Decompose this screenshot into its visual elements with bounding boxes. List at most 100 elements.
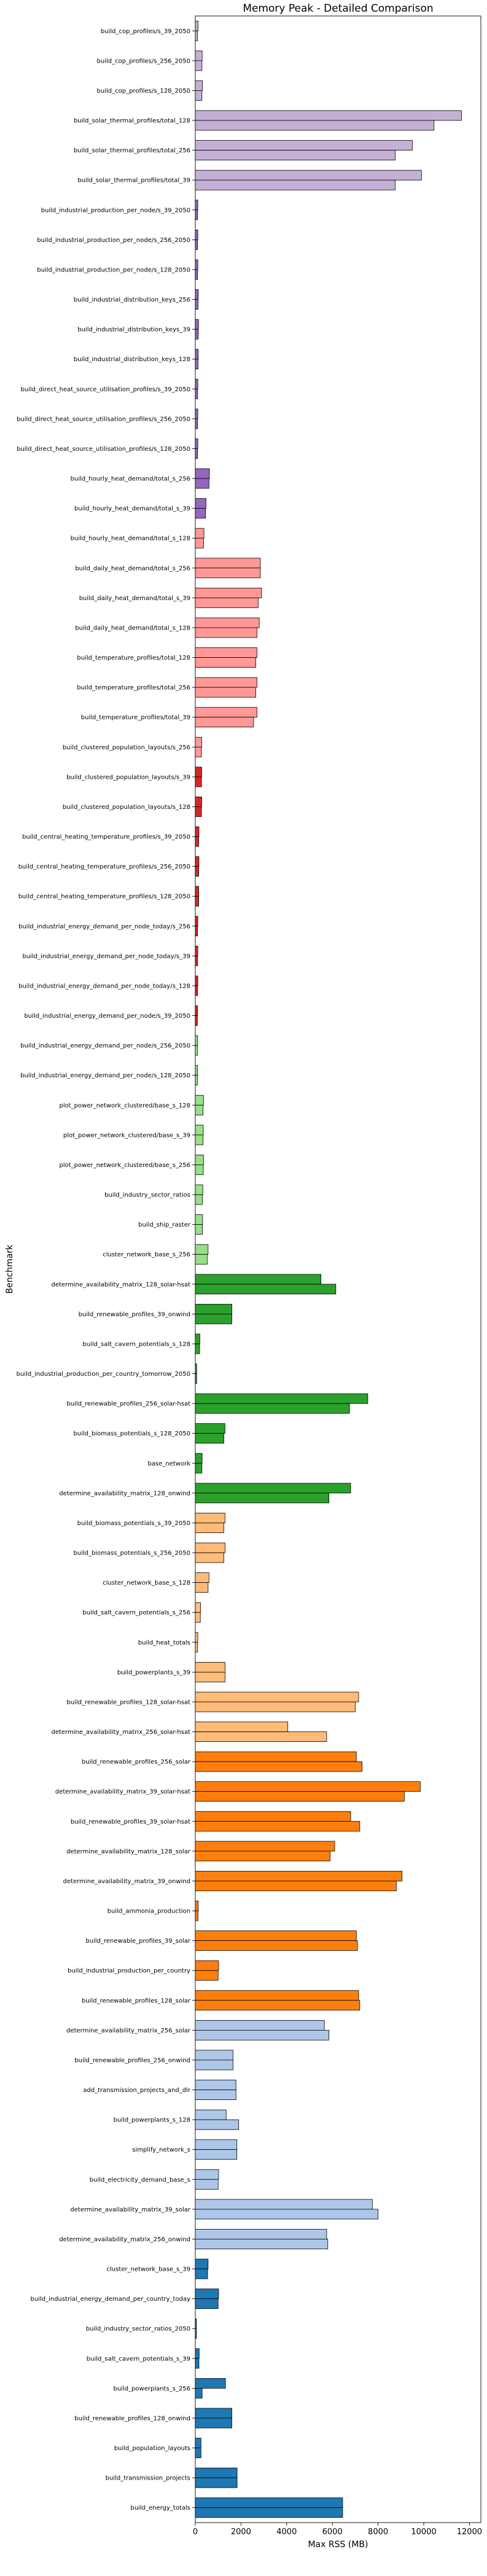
category-label: build_temperature_profiles/total_256 — [77, 685, 190, 692]
bar — [195, 537, 204, 548]
bar — [195, 30, 198, 41]
category-label: build_industrial_production_per_country — [68, 1968, 190, 1975]
category-label: build_renewable_profiles_128_solar-hsat — [66, 1699, 190, 1706]
bar — [195, 2080, 236, 2090]
bar — [195, 2507, 343, 2518]
bar — [195, 568, 261, 579]
bar — [195, 717, 254, 728]
bar — [195, 856, 200, 867]
category-label: build_hourly_heat_demand/total_s_128 — [71, 536, 190, 542]
category-label: build_biomass_potentials_s_39_2050 — [77, 1520, 190, 1527]
category-label: determine_availability_matrix_128_solar-… — [52, 1281, 191, 1288]
bar — [195, 1871, 403, 1881]
bar — [195, 388, 198, 399]
bar — [195, 319, 199, 330]
bar — [195, 1661, 225, 1672]
category-label: build_daily_heat_demand/total_s_39 — [79, 595, 190, 602]
category-label: build_industrial_production_per_country_… — [17, 1371, 190, 1378]
bar — [195, 1005, 198, 1016]
bar — [195, 1254, 208, 1265]
bar — [195, 1841, 335, 1852]
bar — [195, 349, 199, 360]
bar — [195, 826, 200, 837]
bar — [195, 1632, 198, 1643]
bar — [195, 2477, 238, 2488]
category-label: determine_availability_matrix_256_solar-… — [52, 1729, 191, 1736]
bar — [195, 587, 262, 598]
category-label: plot_power_network_clustered/base_s_39 — [63, 1132, 190, 1139]
bar — [195, 687, 256, 698]
bar — [195, 916, 198, 927]
bar — [195, 1303, 232, 1314]
bar — [195, 1722, 289, 1732]
x-axis-label: Max RSS (MB) — [308, 2540, 368, 2550]
category-label: build_transmission_projects — [106, 2475, 190, 2482]
bar — [195, 2139, 238, 2150]
bar — [195, 170, 422, 181]
bar — [195, 2258, 209, 2270]
category-label: build_direct_heat_source_utilisation_pro… — [20, 386, 190, 393]
bar — [195, 2020, 325, 2031]
category-label: build_cop_profiles/s_256_2050 — [97, 58, 190, 64]
category-label: build_clustered_population_layouts/s_256 — [63, 744, 190, 751]
category-label: build_ship_raster — [138, 1222, 191, 1228]
bar — [195, 1582, 209, 1593]
bar — [195, 1184, 203, 1195]
bar — [195, 1523, 224, 1533]
bar — [195, 2029, 330, 2040]
bar — [195, 1701, 356, 1712]
bar — [195, 955, 198, 966]
bar — [195, 985, 198, 996]
bar — [195, 2090, 236, 2100]
bar — [195, 498, 206, 509]
category-label: cluster_network_base_s_128 — [103, 1580, 190, 1587]
bar — [195, 329, 199, 340]
bar — [195, 1155, 204, 1165]
bar — [195, 1134, 204, 1146]
bar — [195, 1731, 327, 1742]
bar — [195, 1692, 359, 1703]
bar — [195, 1194, 203, 1205]
bar — [195, 945, 198, 956]
plot-frame — [195, 15, 481, 2523]
category-label: build_electricity_demand_base_s — [90, 2177, 190, 2184]
bar — [195, 229, 198, 240]
category-label: build_industrial_energy_demand_per_node/… — [20, 1043, 190, 1050]
bar — [195, 1244, 209, 1255]
bar — [195, 558, 261, 569]
category-label: plot_power_network_clustered/base_s_128 — [60, 1103, 190, 1109]
bar — [195, 1881, 397, 1891]
bar — [195, 677, 257, 688]
bar — [195, 408, 198, 420]
bar — [195, 1513, 225, 1523]
category-label: build_hourly_heat_demand/total_s_39 — [74, 505, 190, 512]
bar — [195, 2328, 197, 2339]
bar — [195, 1453, 203, 1464]
category-label: build_powerplants_s_128 — [113, 2117, 190, 2124]
category-label: build_energy_totals — [130, 2505, 190, 2512]
bar — [195, 1483, 351, 1494]
x-tick-label: 8000 — [368, 2527, 388, 2537]
category-label: build_industrial_energy_demand_per_node_… — [18, 983, 190, 989]
bar — [195, 2348, 200, 2359]
bar — [195, 806, 202, 817]
bar — [195, 1125, 204, 1136]
category-label: build_clustered_population_layouts/s_39 — [66, 774, 190, 781]
bar — [195, 478, 209, 489]
bar — [195, 1165, 204, 1175]
bar — [195, 1433, 224, 1444]
category-label: build_powerplants_s_256 — [113, 2386, 190, 2392]
category-label: build_salt_cavern_potentials_s_256 — [82, 1610, 190, 1617]
bar — [195, 2378, 226, 2389]
bar — [195, 2209, 379, 2220]
bar — [195, 836, 199, 847]
bar — [195, 1065, 198, 1076]
category-label: determine_availability_matrix_128_onwind — [59, 1490, 190, 1497]
category-label: determine_availability_matrix_39_solar — [70, 2206, 190, 2213]
category-label: build_industrial_distribution_keys_128 — [74, 356, 190, 363]
bar — [195, 2179, 219, 2190]
bar — [195, 528, 205, 539]
bar — [195, 1542, 225, 1553]
bar — [195, 2239, 329, 2249]
